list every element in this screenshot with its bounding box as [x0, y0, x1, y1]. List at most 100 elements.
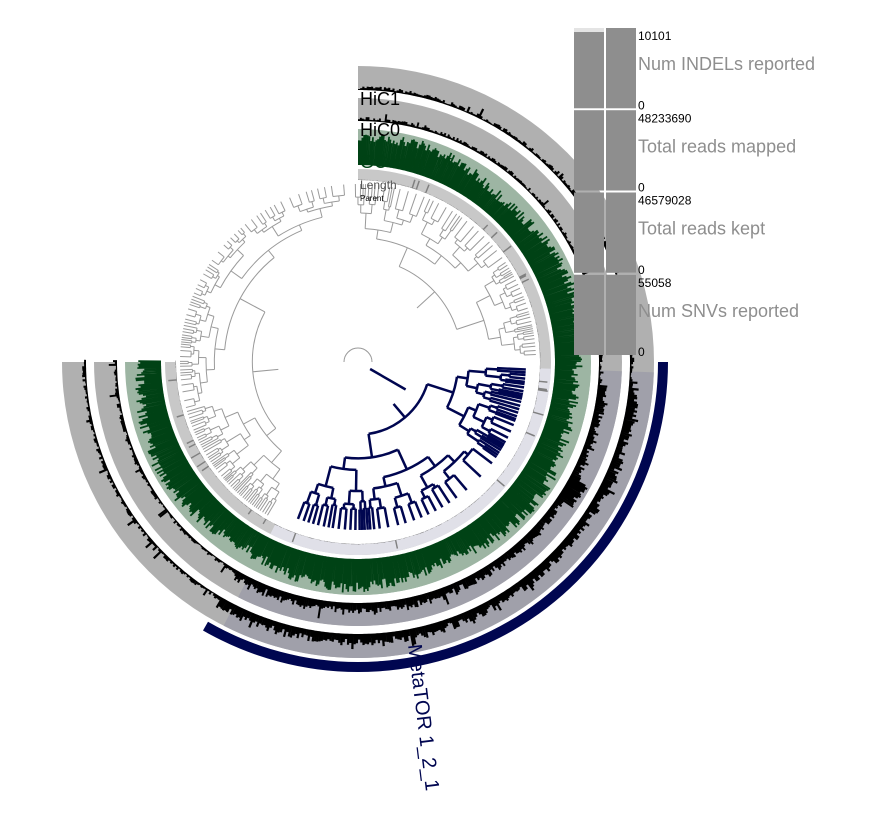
tree-branch: [467, 406, 477, 412]
tree-arc: [278, 210, 286, 215]
tree-branch: [243, 417, 256, 425]
tree-branch: [382, 476, 387, 487]
layer-label-length[interactable]: Length: [360, 178, 397, 192]
tree-branch: [517, 333, 524, 336]
tree-leaf: [360, 509, 364, 530]
tree-leaf: [444, 213, 458, 232]
tree-leaf: [193, 292, 201, 297]
tree-branch: [213, 408, 222, 412]
tree-branch: [481, 263, 487, 269]
tree-branch: [220, 260, 224, 263]
tree-arc: [263, 220, 282, 233]
tree-branch: [232, 457, 241, 465]
tree-arc: [498, 329, 503, 346]
tree-leaf: [490, 421, 512, 433]
tree-branch: [390, 222, 394, 233]
tree-arc: [258, 486, 263, 490]
tree-leaf: [240, 486, 249, 497]
layer-label-gc-content[interactable]: GC-content: [360, 152, 452, 172]
tree-leaf: [449, 215, 461, 230]
bar-fill: [574, 32, 604, 109]
tree-leaf: [193, 424, 207, 431]
tree-leaf: [517, 307, 528, 312]
tree-arc: [464, 245, 471, 251]
bar-max-value: 55058: [638, 276, 672, 290]
tree-arc: [502, 288, 508, 297]
bar-label[interactable]: Num SNVs reported: [638, 301, 799, 321]
tree-branch: [212, 276, 216, 279]
tree-leaf: [496, 408, 518, 418]
tree-leaf: [224, 470, 236, 481]
bar-fill: [574, 192, 604, 273]
tree-arc: [192, 383, 195, 390]
tree-leaf: [522, 345, 536, 348]
tree-branch: [194, 400, 200, 403]
tree-leaf: [188, 412, 204, 419]
tree-leaf: [483, 444, 499, 457]
tree-leaf: [514, 298, 525, 304]
tree-leaf: [510, 287, 521, 293]
tree-leaf: [497, 405, 519, 414]
tree-leaf: [248, 490, 259, 503]
tree-leaf: [441, 210, 453, 229]
bar-fill: [606, 192, 636, 273]
tree-branch: [196, 329, 202, 332]
tree-branch: [427, 456, 437, 468]
tree-leaf: [383, 507, 390, 528]
tree-leaf: [362, 507, 366, 530]
tree-leaf: [305, 191, 310, 203]
tree-leaf: [394, 188, 401, 209]
tree-leaf: [186, 314, 196, 318]
tree-branch: [220, 425, 230, 431]
tree-branch: [243, 435, 251, 441]
tree-arc: [420, 483, 434, 492]
tree-branch: [401, 219, 404, 226]
bin-label[interactable]: MetaTOR 1_2_1: [403, 643, 443, 792]
tree-leaf: [298, 194, 303, 205]
tree-branch: [342, 457, 347, 470]
tree-leaf: [502, 382, 525, 389]
tree-leaf: [331, 504, 338, 529]
tree-leaf: [190, 418, 205, 424]
tree-leaf: [191, 298, 204, 305]
tree-branch: [393, 497, 399, 508]
tree-branch: [419, 474, 429, 489]
layer-label-hic1[interactable]: HiC1: [360, 89, 400, 109]
tree-arc: [409, 213, 417, 217]
tree-branch: [232, 472, 237, 477]
tree-branch: [454, 262, 462, 269]
tree-branch: [374, 197, 377, 205]
tree-arc: [231, 474, 234, 477]
tree-branch: [485, 374, 501, 379]
tree-leaf: [407, 503, 416, 521]
layer-label-hic0[interactable]: HiC0: [360, 120, 400, 140]
tree-leaf: [208, 264, 219, 271]
tree-leaf: [464, 230, 479, 246]
layer-label-parent[interactable]: Parent: [360, 194, 384, 203]
bar-label[interactable]: Num INDELs reported: [638, 54, 815, 74]
tree-branch: [473, 256, 478, 260]
tree-branch: [367, 433, 374, 458]
tree-leaf: [182, 331, 194, 335]
tree-branch: [201, 293, 206, 296]
tree-branch: [463, 450, 469, 456]
tree-arc: [229, 468, 233, 472]
tree-branch: [499, 292, 506, 296]
tree-leaf: [323, 187, 327, 198]
tree-branch: [306, 209, 309, 213]
bar-min-value: 0: [638, 181, 645, 195]
tree-selected: [296, 366, 526, 531]
tree-arc: [272, 497, 277, 501]
tree-branch: [261, 493, 266, 499]
tree-leaf: [181, 383, 194, 386]
tree-leaf: [183, 324, 198, 329]
tree-leaf: [264, 209, 271, 219]
bar-label[interactable]: Total reads mapped: [638, 136, 796, 156]
tree-branch: [236, 444, 249, 455]
bin-arc[interactable]: [203, 362, 668, 672]
tree-leaf: [260, 212, 267, 223]
tree-arc: [420, 454, 449, 477]
tree-branch: [444, 230, 452, 240]
tree-leaf: [204, 441, 222, 453]
bar-label[interactable]: Total reads kept: [638, 219, 765, 239]
